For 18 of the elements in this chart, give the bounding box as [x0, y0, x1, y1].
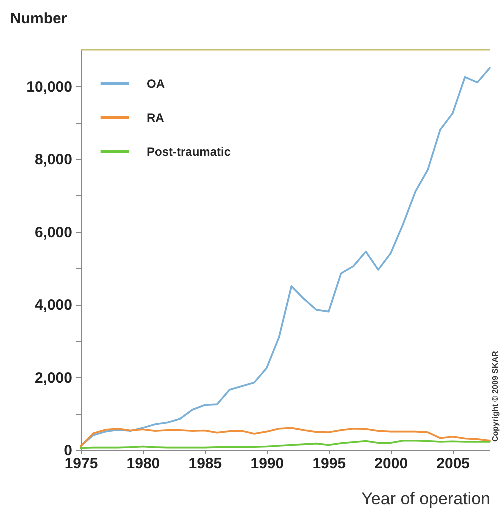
- x-tick-label: 1995: [312, 456, 346, 472]
- y-axis-title: Number: [10, 10, 68, 28]
- line-series: [80, 427, 491, 448]
- y-tick-label: 2,000: [34, 370, 72, 387]
- x-tick-label: 1985: [188, 456, 222, 472]
- legend-label: OA: [147, 77, 166, 91]
- y-tick-label: 6,000: [34, 224, 72, 242]
- legend-label: RA: [147, 111, 165, 125]
- x-axis-title: Year of operation: [362, 490, 490, 508]
- x-tick-label: 2005: [436, 456, 470, 472]
- y-tick-label: 10,000: [26, 78, 72, 96]
- x-tick-label: 2000: [374, 456, 408, 472]
- y-tick-label: 4,000: [34, 297, 72, 314]
- legend-label: Post-traumatic: [147, 145, 232, 159]
- y-tick-label: 8,000: [34, 152, 72, 169]
- x-tick-label: 1980: [126, 456, 160, 472]
- text: Copyright © 2009 SKAR: [491, 350, 500, 442]
- x-tick-label: 1990: [250, 456, 284, 472]
